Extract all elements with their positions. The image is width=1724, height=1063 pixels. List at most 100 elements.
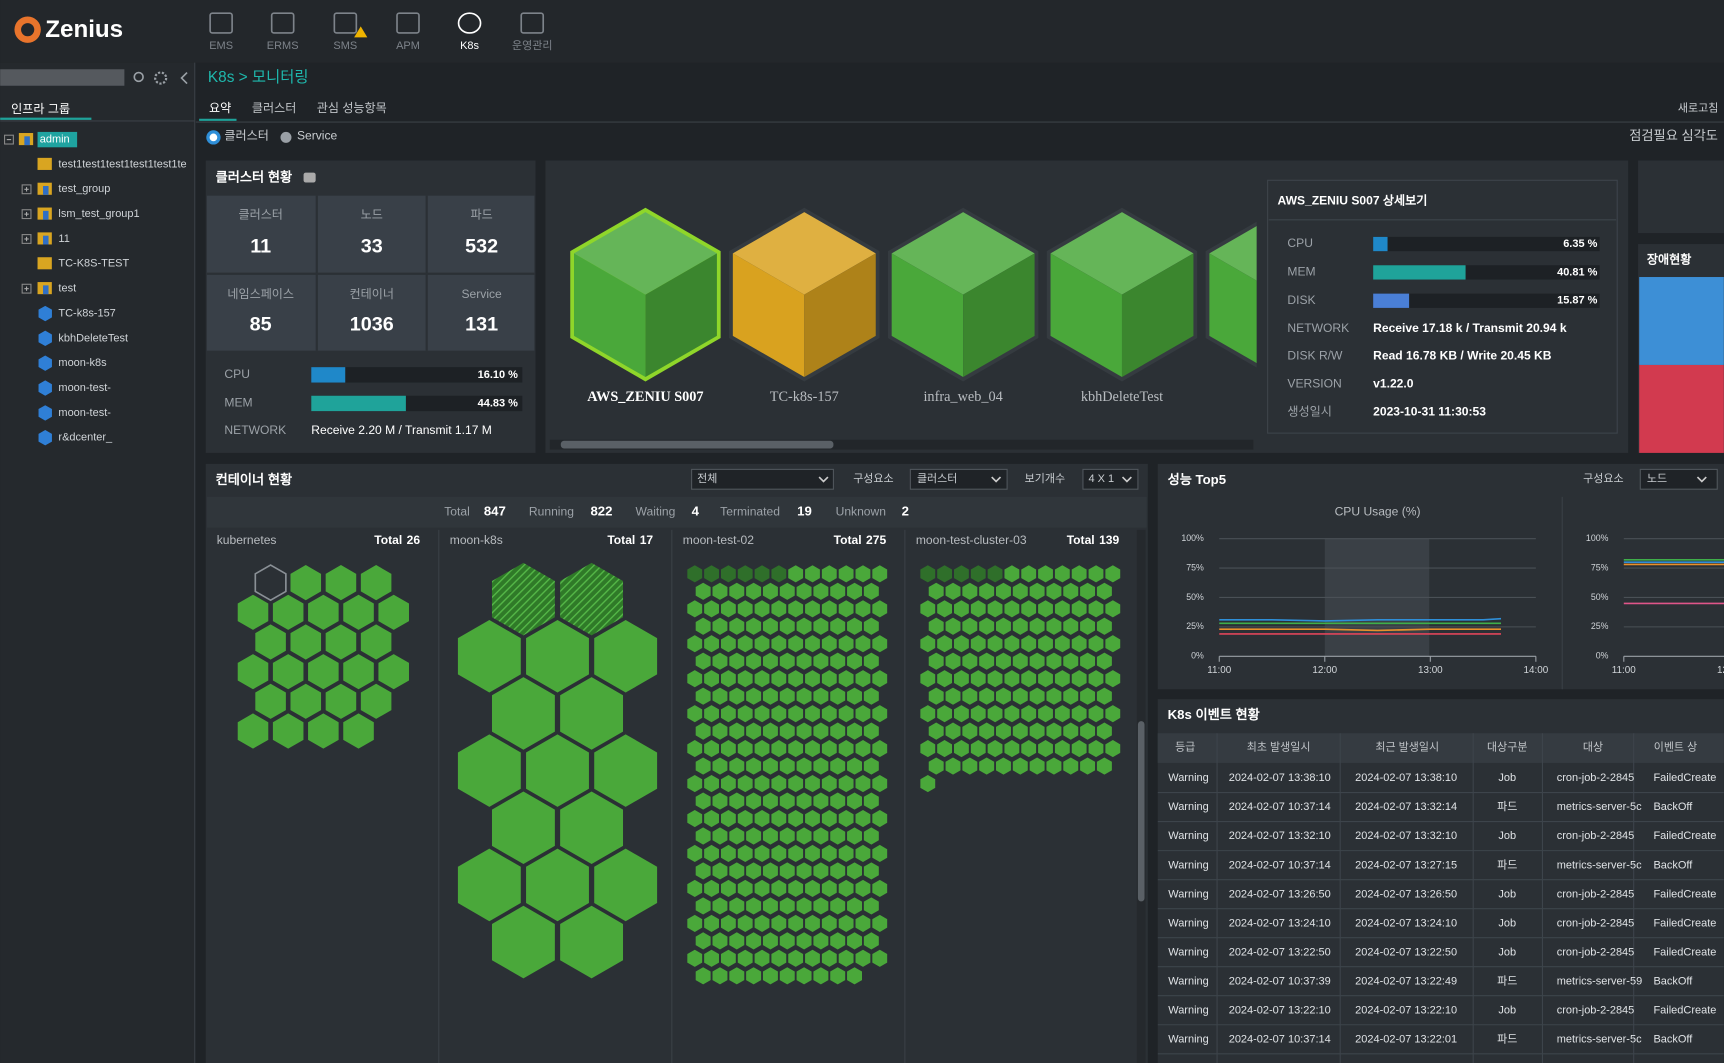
cube-right[interactable] (645, 253, 717, 378)
container-hex[interactable] (308, 594, 339, 630)
container-hex[interactable] (729, 722, 745, 740)
container-hex[interactable] (746, 617, 762, 635)
container-hex[interactable] (872, 844, 888, 863)
tree-item[interactable]: admin (40, 134, 70, 146)
container-hex[interactable] (1071, 740, 1087, 758)
container-hex[interactable] (847, 687, 862, 705)
container-hex[interactable] (720, 635, 736, 653)
container-hex[interactable] (712, 862, 728, 880)
container-hex[interactable] (1029, 722, 1045, 740)
container-hex[interactable] (360, 565, 392, 601)
container-hex[interactable] (771, 740, 787, 758)
container-hex[interactable] (1063, 617, 1079, 635)
container-hex[interactable] (594, 848, 658, 922)
container-hex[interactable] (962, 652, 978, 670)
tree-item[interactable]: kbhDeleteTest (58, 332, 128, 344)
expander[interactable] (21, 209, 32, 220)
container-hex[interactable] (1038, 600, 1053, 618)
container-hex[interactable] (457, 734, 521, 807)
container-hex[interactable] (1105, 600, 1121, 618)
container-hex[interactable] (737, 740, 753, 758)
container-hex[interactable] (855, 670, 871, 688)
container-hex[interactable] (695, 687, 711, 705)
container-hex[interactable] (928, 687, 944, 705)
container-hex[interactable] (762, 652, 778, 670)
container-hex[interactable] (945, 617, 961, 635)
container-hex[interactable] (920, 635, 936, 653)
container-hex[interactable] (996, 687, 1011, 705)
container-hex[interactable] (788, 600, 804, 618)
container-hex[interactable] (821, 705, 837, 723)
container-hex[interactable] (962, 687, 978, 705)
cube-right[interactable] (1121, 253, 1194, 378)
container-hex[interactable] (560, 562, 624, 636)
container-hex[interactable] (771, 774, 787, 793)
container-hex[interactable] (1105, 705, 1121, 723)
container-hex[interactable] (1012, 652, 1028, 670)
container-hex[interactable] (1046, 757, 1062, 775)
container-hex[interactable] (1080, 687, 1096, 705)
container-hex[interactable] (526, 619, 589, 693)
container-hex[interactable] (796, 827, 812, 845)
container-hex[interactable] (920, 670, 936, 688)
container-hex[interactable] (855, 705, 871, 723)
container-hex[interactable] (788, 565, 804, 583)
container-hex[interactable] (1096, 722, 1112, 740)
container-hex[interactable] (1004, 740, 1020, 758)
container-hex[interactable] (237, 713, 269, 749)
container-hex[interactable] (290, 565, 322, 601)
container-hex[interactable] (805, 565, 820, 583)
nav-label[interactable]: SMS (333, 40, 357, 52)
container-hex[interactable] (720, 705, 736, 723)
container-hex[interactable] (962, 582, 978, 600)
container-hex[interactable] (729, 617, 745, 635)
container-hex[interactable] (937, 705, 953, 723)
container-hex[interactable] (830, 687, 846, 705)
container-hex[interactable] (821, 635, 837, 653)
container-hex[interactable] (821, 949, 837, 967)
container-hex[interactable] (754, 809, 770, 828)
container-hex[interactable] (1029, 757, 1045, 775)
container-hex[interactable] (255, 683, 286, 719)
container-hex[interactable] (729, 967, 745, 985)
container-hex[interactable] (1105, 565, 1121, 583)
container-hex[interactable] (872, 949, 888, 967)
container-hex[interactable] (805, 670, 820, 688)
container-hex[interactable] (821, 740, 837, 758)
container-hex[interactable] (746, 827, 762, 845)
container-hex[interactable] (687, 774, 703, 793)
container-hex[interactable] (928, 757, 944, 775)
container-hex[interactable] (1063, 757, 1079, 775)
container-hex[interactable] (830, 967, 846, 985)
cube-left[interactable] (1209, 253, 1280, 377)
container-hex[interactable] (729, 582, 745, 600)
container-hex[interactable] (813, 897, 829, 915)
container-hex[interactable] (1088, 705, 1104, 723)
container-hex[interactable] (937, 670, 953, 688)
container-hex[interactable] (255, 624, 286, 660)
container-hex[interactable] (1046, 652, 1062, 670)
container-hex[interactable] (729, 792, 745, 810)
container-hex[interactable] (771, 705, 787, 723)
container-hex[interactable] (720, 740, 736, 758)
container-hex[interactable] (821, 844, 837, 863)
container-hex[interactable] (779, 932, 795, 950)
container-hex[interactable] (962, 617, 978, 635)
container-hex[interactable] (987, 705, 1003, 723)
container-hex[interactable] (687, 600, 703, 618)
container-hex[interactable] (720, 809, 736, 828)
container-hex[interactable] (830, 862, 846, 880)
container-hex[interactable] (1080, 617, 1096, 635)
tree-item[interactable]: TC-K8S-TEST (58, 258, 129, 270)
container-hex[interactable] (945, 757, 961, 775)
select-value[interactable]: 노드 (1647, 473, 1667, 485)
container-hex[interactable] (457, 619, 521, 693)
container-hex[interactable] (762, 582, 778, 600)
container-hex[interactable] (1080, 757, 1096, 775)
container-hex[interactable] (712, 687, 728, 705)
nav-label[interactable]: ERMS (267, 40, 299, 52)
container-hex[interactable] (560, 677, 624, 750)
container-hex[interactable] (863, 827, 879, 845)
container-hex[interactable] (805, 809, 820, 828)
container-hex[interactable] (1080, 582, 1096, 600)
